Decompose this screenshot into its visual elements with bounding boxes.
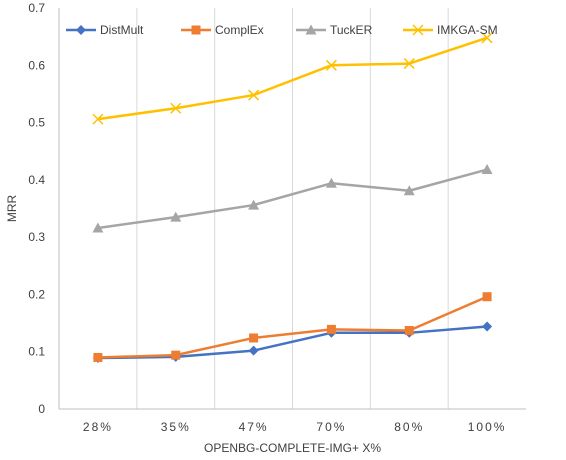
x-tick-label: 100% [468,420,507,434]
data-point-distmult [248,345,259,356]
data-point-imkga-sm [403,58,415,70]
data-point-tucker [403,185,415,196]
data-point-imkga-sm [248,89,260,101]
legend-marker [412,24,424,36]
data-point-distmult [482,321,493,332]
series-line-imkga-sm [97,36,488,121]
series-line-distmult [97,325,488,360]
data-point-imkga-sm [325,59,337,71]
data-point-tucker [248,199,260,210]
data-point-imkga-sm [92,113,104,125]
series-complex [93,292,492,362]
data-point-complex [93,352,103,362]
data-point-imkga-sm [170,102,182,114]
x-tick-label: 47% [239,420,269,434]
legend-label: ComplEx [215,23,264,37]
data-point-complex [404,326,414,336]
data-point-complex [249,333,259,343]
data-point-imkga-sm [481,32,493,44]
y-axis-title: MRR [5,195,19,223]
y-tick-label: 0.7 [28,1,45,15]
legend: DistMult ComplEx TuckER IMKGA-SM [66,23,498,37]
data-point-tucker [92,222,104,233]
data-point-tucker [325,177,337,188]
x-axis-title: OPENBG-COMPLETE-IMG+ X% [204,441,381,455]
y-tick-label: 0.1 [28,345,45,359]
y-tick-label: 0.2 [28,287,45,301]
data-point-tucker [481,164,493,175]
legend-item-tucker: TuckER [296,23,373,37]
legend-item-imkga-sm: IMKGA-SM [403,23,498,37]
series-lines [92,32,493,364]
y-tick-label: 0 [38,402,45,416]
legend-marker [305,24,317,35]
legend-marker [76,25,86,35]
legend-label: IMKGA-SM [437,23,498,37]
x-tick-label: 80% [394,420,424,434]
legend-label: DistMult [100,23,144,37]
legend-item-distmult: DistMult [66,23,144,37]
legend-marker [191,25,201,35]
y-tick-label: 0.6 [28,58,45,72]
y-tick-label: 0.5 [28,116,45,130]
y-tick-label: 0.4 [28,173,45,187]
legend-label: TuckER [330,23,373,37]
series-imkga-sm [92,32,493,125]
x-tick-label: 35% [161,420,191,434]
axes: 0 0.1 0.2 0.3 0.4 0.5 0.6 0.7 28% 35% 47% 70% 80% 100… [28,1,526,434]
series-line-tucker [97,168,488,230]
legend-item-complex: ComplEx [181,23,264,37]
gridlines [136,8,449,409]
data-point-complex [482,292,492,302]
data-point-complex [326,324,336,334]
data-point-tucker [170,211,182,222]
y-tick-label: 0.3 [28,230,45,244]
data-point-complex [171,350,181,360]
x-tick-label: 28% [83,420,113,434]
x-tick-label: 70% [316,420,346,434]
series-tucker [92,164,493,233]
series-line-complex [97,295,488,359]
